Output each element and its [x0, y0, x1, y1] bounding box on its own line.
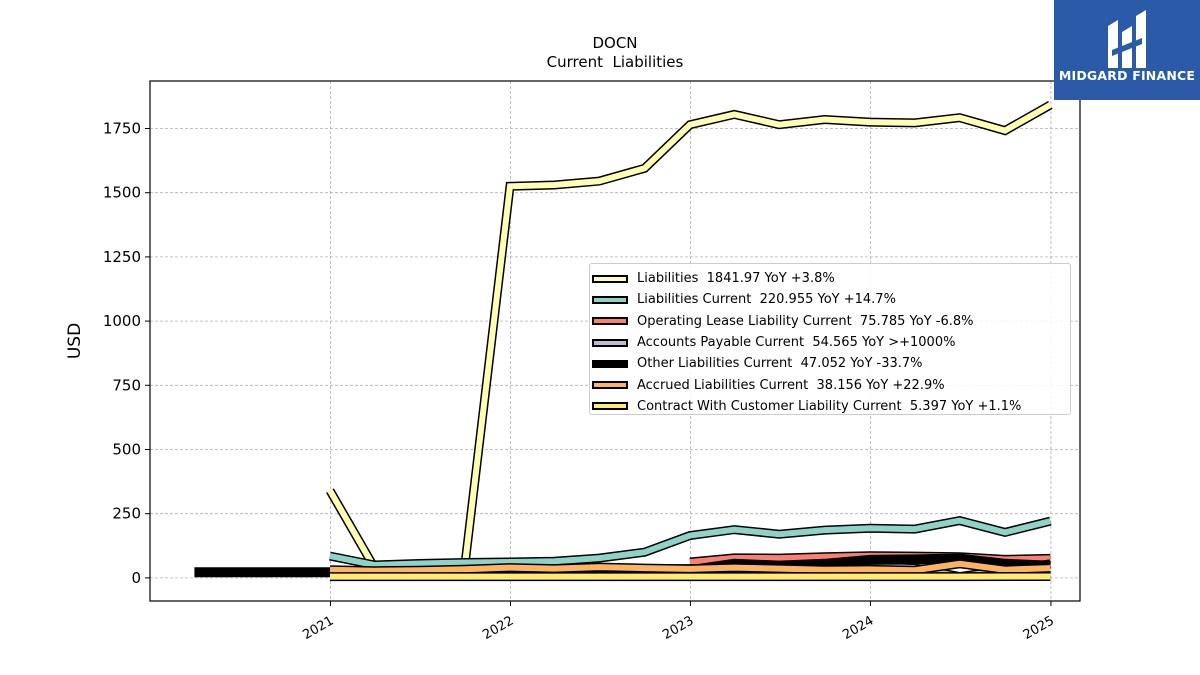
legend-label: Accrued Liabilities Current 38.156 YoY +…	[637, 377, 945, 393]
y-tick-label: 1250	[103, 248, 141, 266]
legend-swatch	[592, 317, 628, 326]
chart-title: DOCN	[592, 34, 637, 52]
series-group	[194, 100, 1053, 582]
legend-swatch	[592, 359, 628, 368]
legend-label: Liabilities 1841.97 YoY +3.8%	[637, 271, 835, 287]
legend-label: Operating Lease Liability Current 75.785…	[637, 313, 974, 329]
y-ticks: 0 250 500 750 1000 1250 1500 1750	[103, 120, 150, 587]
legend-label: Liabilities Current 220.955 YoY +14.7%	[637, 292, 896, 308]
legend-label: Accounts Payable Current 54.565 YoY >+10…	[637, 335, 956, 351]
x-tick-label: 2021	[300, 613, 336, 643]
legend-label: Other Liabilities Current 47.052 YoY -33…	[637, 356, 923, 372]
chart-subtitle: Current Liabilities	[547, 53, 684, 71]
legend-swatch	[592, 295, 628, 304]
midgard-logo-icon	[1108, 10, 1146, 68]
legend-item: Liabilities Current 220.955 YoY +14.7%	[590, 289, 1070, 310]
legend-swatch	[592, 402, 628, 411]
series-line	[329, 560, 1051, 574]
series-line	[329, 517, 1052, 569]
legend: Liabilities 1841.97 YoY +3.8% Liabilities…	[589, 263, 1071, 415]
plot-frame	[149, 80, 1081, 602]
x-tick-label: 2025	[1021, 613, 1057, 643]
y-tick-label: 1500	[103, 184, 141, 202]
y-tick-label: 250	[112, 505, 141, 523]
legend-swatch	[592, 274, 628, 283]
legend-swatch	[592, 338, 628, 347]
legend-swatch	[592, 381, 628, 390]
y-tick-label: 750	[112, 376, 141, 394]
y-tick-label: 1750	[103, 120, 141, 138]
legend-item: Contract With Customer Liability Current…	[590, 396, 1070, 417]
series-line	[327, 102, 1052, 571]
brand-logo: MIDGARD FINANCE	[1054, 0, 1200, 100]
y-axis-label: USD	[65, 323, 85, 359]
y-tick-label: 1000	[103, 312, 141, 330]
legend-item: Accounts Payable Current 54.565 YoY >+10…	[590, 332, 1070, 353]
brand-name: MIDGARD FINANCE	[1058, 68, 1196, 83]
x-tick-label: 2022	[480, 613, 516, 643]
legend-item: Operating Lease Liability Current 75.785…	[590, 311, 1070, 332]
legend-item: Other Liabilities Current 47.052 YoY -33…	[590, 353, 1070, 374]
x-ticks: 2021 2022 2023 2024 2025	[300, 601, 1057, 643]
legend-item: Accrued Liabilities Current 38.156 YoY +…	[590, 374, 1070, 395]
legend-label: Contract With Customer Liability Current…	[637, 398, 1022, 414]
y-tick-label: 0	[131, 569, 141, 587]
legend-item: Liabilities 1841.97 YoY +3.8%	[590, 268, 1070, 289]
x-tick-label: 2023	[660, 613, 696, 643]
x-tick-label: 2024	[840, 613, 876, 643]
y-tick-label: 500	[112, 440, 141, 458]
